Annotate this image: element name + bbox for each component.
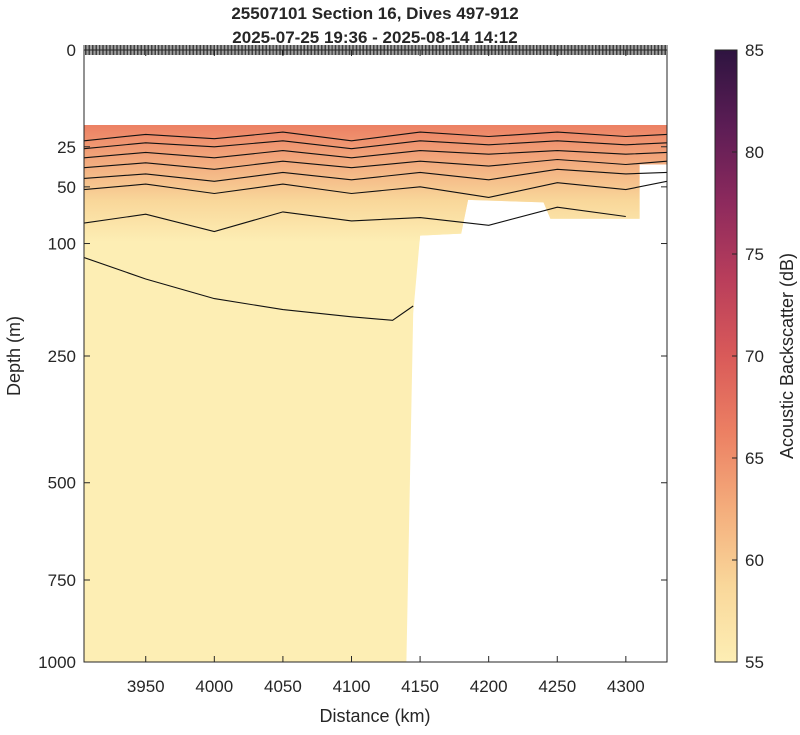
x-tick-label: 3950	[127, 677, 165, 696]
y-axis-label: Depth (m)	[4, 316, 24, 396]
x-axis: 3950 4000 4050 4100 4150 4200 4250 4300	[127, 50, 645, 696]
y-tick-label: 25	[57, 138, 76, 157]
colorbar-tick-label: 75	[745, 245, 764, 264]
colorbar-tick-label: 55	[745, 653, 764, 672]
y-tick-label: 100	[48, 235, 76, 254]
colorbar-tick-label: 60	[745, 551, 764, 570]
x-axis-label: Distance (km)	[319, 706, 430, 726]
x-tick-label: 4200	[470, 677, 508, 696]
contour-line-2	[84, 140, 667, 150]
colorbar-label: Acoustic Backscatter (dB)	[777, 253, 797, 459]
contour-line-3	[84, 150, 667, 159]
y-tick-label: 250	[48, 347, 76, 366]
x-tick-label: 4050	[264, 677, 302, 696]
y-axis: 0 25 50 100 250 500 750 1000	[38, 41, 667, 672]
contour-line-6	[84, 180, 667, 198]
y-tick-label: 0	[67, 41, 76, 60]
y-tick-label: 50	[57, 178, 76, 197]
colorbar-tick-label: 65	[745, 449, 764, 468]
x-tick-label: 4000	[195, 677, 233, 696]
contour-lines	[84, 131, 667, 321]
chart-title-line-2: 2025-07-25 19:36 - 2025-08-14 14:12	[232, 28, 517, 47]
colorbar-tick-label: 85	[745, 41, 764, 60]
x-tick-label: 4300	[607, 677, 645, 696]
colorbar-tick-label: 80	[745, 143, 764, 162]
plot-area	[84, 125, 667, 662]
contour-line-5	[84, 168, 667, 182]
contour-line-1	[84, 131, 667, 142]
x-tick-label: 4150	[401, 677, 439, 696]
contour-line-4	[84, 158, 667, 170]
backscatter-deep-fill	[84, 125, 667, 662]
chart-title-line-1: 25507101 Section 16, Dives 497-912	[231, 4, 518, 23]
y-tick-label: 500	[48, 474, 76, 493]
x-tick-label: 4100	[333, 677, 371, 696]
y-tick-label: 1000	[38, 653, 76, 672]
x-tick-label: 4250	[538, 677, 576, 696]
colorbar-tick-label: 70	[745, 347, 764, 366]
y-tick-label: 750	[48, 571, 76, 590]
contour-line-8	[84, 256, 414, 321]
contour-line-7	[84, 206, 626, 233]
colorbar-ticks: 55 60 65 70 75 80 85	[732, 41, 764, 672]
